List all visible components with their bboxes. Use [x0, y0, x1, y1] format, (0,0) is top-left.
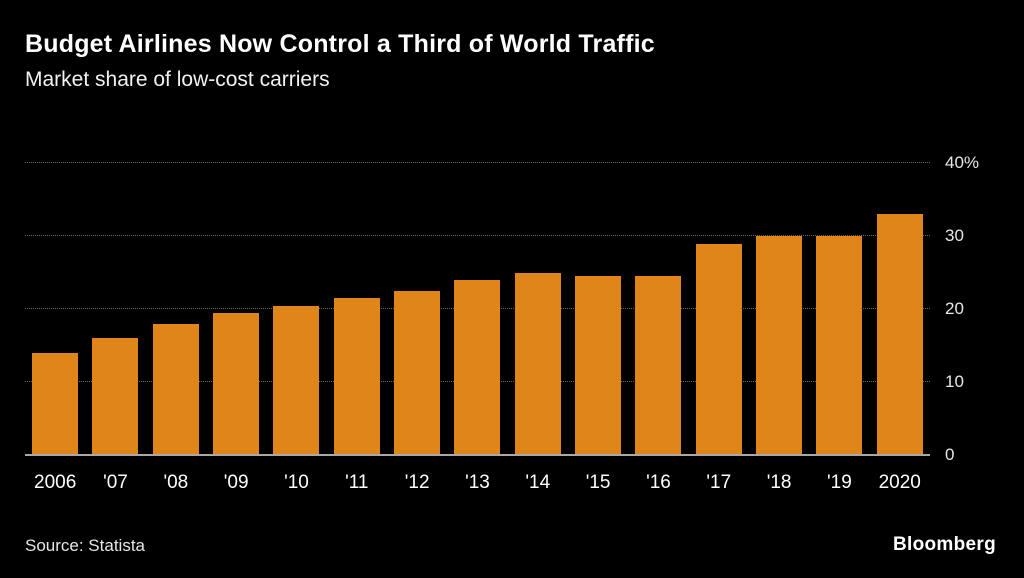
x-axis-label-10: '10 — [284, 472, 309, 493]
bar-column-13 — [447, 140, 507, 455]
bar-09 — [213, 312, 260, 455]
bar-13 — [454, 280, 501, 455]
gridline-30 — [25, 235, 930, 237]
bar-column-07 — [85, 140, 145, 455]
chart-title: Budget Airlines Now Control a Third of W… — [25, 30, 655, 58]
x-axis-labels: 2006 '07 '08 '09 '10 '11 '12 '13 '14 '15 '16 '17 '18… — [25, 472, 930, 494]
bar-column-15 — [568, 140, 628, 455]
x-axis-label-18: '18 — [766, 472, 792, 493]
bar-column-18 — [749, 140, 809, 455]
bar-2020 — [876, 214, 923, 455]
y-axis-label-40: 40% — [945, 153, 980, 173]
bar-column-14 — [508, 140, 568, 455]
bar-15 — [575, 276, 622, 455]
x-axis-label-16: '16 — [646, 472, 671, 493]
bar-column-16 — [628, 140, 688, 455]
bar-column-08 — [146, 140, 206, 455]
bar-08 — [152, 323, 199, 455]
bar-column-17 — [689, 140, 749, 455]
chart-subtitle: Market share of low-cost carriers — [25, 68, 330, 91]
bar-19 — [816, 236, 863, 455]
bar-12 — [394, 290, 441, 455]
bar-column-11 — [327, 140, 387, 455]
x-axis-line — [25, 454, 930, 456]
bar-column-12 — [387, 140, 447, 455]
x-axis-label-2020: 2020 — [878, 472, 921, 493]
bar-07 — [92, 338, 139, 455]
x-axis-label-13: '13 — [465, 472, 490, 493]
x-axis-label-12: '12 — [404, 472, 430, 493]
y-axis-label-10: 10 — [945, 372, 964, 392]
plot-area — [25, 140, 930, 456]
bloomberg-logo: Bloomberg — [893, 534, 996, 555]
bar-14 — [514, 272, 561, 455]
y-axis-labels: 0 10 20 30 40% — [945, 140, 1015, 464]
bars-row — [25, 140, 930, 455]
x-axis-label-14: '14 — [525, 472, 551, 493]
x-axis-label-11: '11 — [345, 472, 369, 493]
x-axis-label-17: '17 — [706, 472, 732, 493]
bar-column-09 — [206, 140, 266, 455]
x-axis-label-08: '08 — [163, 472, 189, 493]
bar-2006 — [32, 352, 79, 455]
y-axis-label-20: 20 — [945, 299, 964, 319]
x-axis-label-2006: 2006 — [34, 472, 77, 493]
bar-column-2020 — [870, 140, 930, 455]
source-note: Source: Statista — [25, 536, 146, 555]
bar-column-10 — [266, 140, 326, 455]
bar-16 — [635, 276, 682, 455]
bar-11 — [333, 298, 380, 455]
gridline-40 — [25, 162, 930, 164]
x-axis-label-15: '15 — [585, 472, 611, 493]
x-axis-label-09: '09 — [223, 472, 249, 493]
bar-10 — [273, 305, 320, 455]
bar-18 — [756, 236, 803, 455]
bar-17 — [695, 243, 742, 455]
x-axis-label-19: '19 — [827, 472, 852, 493]
x-axis-label-07: '07 — [103, 472, 128, 493]
y-axis-label-30: 30 — [945, 226, 964, 246]
bar-column-19 — [809, 140, 869, 455]
y-axis-label-0: 0 — [945, 445, 955, 464]
bar-column-2006 — [25, 140, 85, 455]
